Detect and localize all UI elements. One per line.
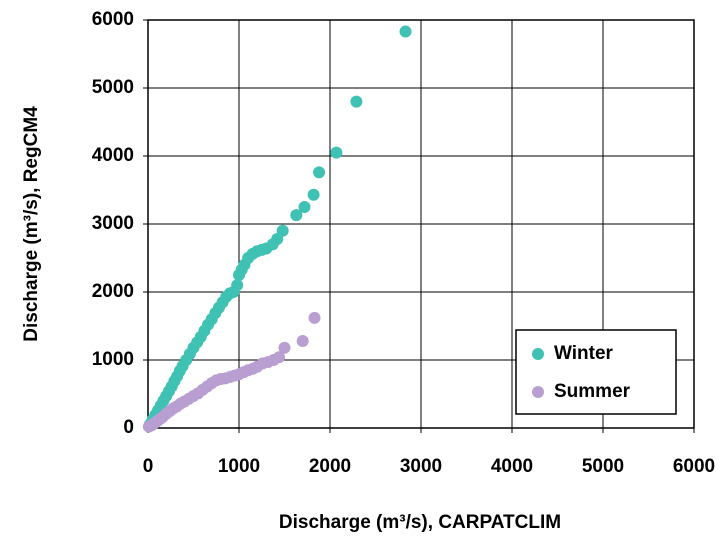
plot-frame [147, 19, 695, 429]
x-tick-label: 6000 [673, 456, 715, 477]
y-tick-label: 2000 [92, 281, 134, 302]
y-tick-label: 6000 [92, 9, 134, 30]
x-tick-label: 4000 [491, 456, 533, 477]
y-tick-label: 0 [123, 417, 134, 438]
point [399, 25, 412, 38]
legend-label: Winter [554, 343, 614, 364]
x-tick-label: 1000 [218, 456, 260, 477]
point [231, 279, 244, 292]
y-tick-label: 1000 [92, 349, 134, 370]
point [307, 188, 320, 201]
y-axis-label: Discharge (m³/s), RegCM4 [21, 106, 42, 342]
legend-box [515, 329, 677, 415]
point [278, 341, 291, 354]
y-tick-label: 5000 [92, 77, 134, 98]
point [350, 95, 363, 108]
x-tick-label: 2000 [309, 456, 351, 477]
point [273, 351, 286, 364]
legend-marker [532, 386, 544, 398]
point [290, 209, 303, 222]
x-tick-label: 5000 [582, 456, 624, 477]
x-axis-label: Discharge (m³/s), CARPATCLIM [279, 512, 561, 533]
y-tick-label: 3000 [92, 213, 134, 234]
point [330, 146, 343, 159]
x-tick-label: 0 [143, 456, 154, 477]
point [276, 224, 289, 237]
legend-marker [532, 348, 544, 360]
point [298, 201, 311, 213]
point [296, 334, 309, 347]
y-tick-label: 4000 [92, 145, 134, 166]
point [308, 311, 321, 324]
point [313, 166, 326, 179]
x-tick-label: 3000 [400, 456, 442, 477]
legend-label: Summer [554, 381, 631, 402]
